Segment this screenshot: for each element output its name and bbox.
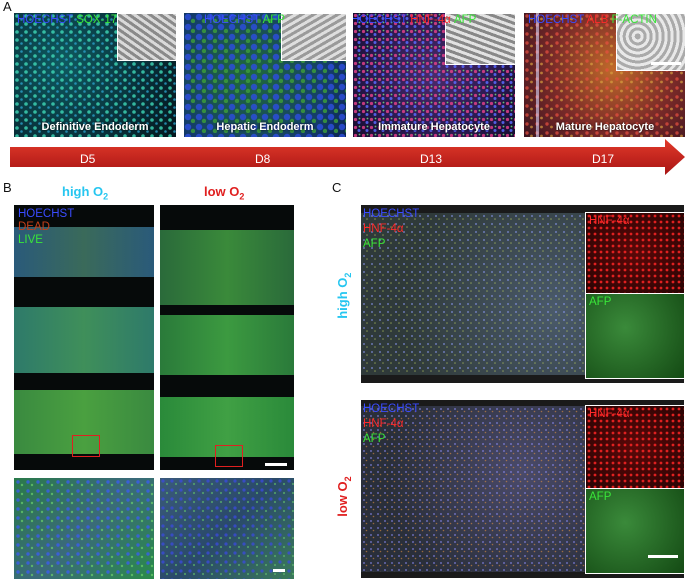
legend-hoechst: HOECHST [363, 208, 420, 220]
scale-bar [651, 62, 681, 65]
channel-segment [160, 315, 294, 375]
low-o2-title: low O2 [204, 184, 245, 202]
legend-hnf: HNF-4α [363, 223, 404, 235]
afp-inset: AFP [585, 293, 684, 379]
legend-hoechst: HOECHST [363, 403, 420, 415]
low-o2-side-label: low O2 [335, 476, 353, 517]
panel-a-letter: A [3, 0, 12, 14]
timeline-d5: D5 [80, 152, 96, 166]
inset-afp-label: AFP [589, 296, 612, 308]
legend-hnf: HNF-4α [363, 418, 404, 430]
cell-dots [160, 478, 294, 579]
low-o2-channel-stain-image: HOECHST HNF-4α AFP HNF-4α AFP [361, 400, 684, 578]
inset-hnf-label: HNF-4α [589, 408, 630, 420]
stain-label-a3: HOECHST HNF-4α AFP [353, 14, 477, 26]
inset-afp-label: AFP [589, 491, 612, 503]
immature-hepatocyte-image: HOECHST HNF-4α AFP Immature Hepatocyte [353, 13, 515, 137]
hepatic-endoderm-image: HOECHST AFP Hepatic Endoderm [184, 13, 346, 137]
channel-segment [14, 307, 154, 373]
scale-bar [648, 555, 678, 558]
stain-label-a2: HOECHST AFP [204, 14, 285, 26]
channel-segment [14, 227, 154, 277]
hnf-dots [586, 213, 684, 293]
low-o2-zoom-image [160, 478, 294, 579]
mature-hepatocyte-image: HOECHST ALB F-ACTIN Mature Hepatocyte [524, 13, 685, 137]
cell-dots [14, 478, 154, 579]
hnf-inset: HNF-4α [585, 212, 684, 294]
high-o2-side-label: high O2 [335, 272, 353, 319]
hnf-inset: HNF-4α [585, 405, 684, 489]
legend-dead: DEAD [18, 221, 50, 233]
hnf-dots [586, 406, 684, 488]
stain-label-a1: HOECHST SOX-17 [17, 14, 118, 26]
sem-inset [281, 13, 346, 61]
timeline-arrow [10, 139, 685, 175]
panel-c-letter: C [332, 180, 342, 195]
high-o2-channel-stain-image: HOECHST HNF-4α AFP HNF-4α AFP [361, 205, 684, 383]
high-o2-zoom-image [14, 478, 154, 579]
legend-afp: AFP [363, 433, 386, 445]
high-o2-channel-image: HOECHST DEAD LIVE [14, 205, 154, 470]
stage-label: Immature Hepatocyte [378, 121, 490, 133]
channel-segment [160, 397, 294, 457]
definitive-endoderm-image: HOECHST SOX-17 Definitive Endoderm [14, 13, 176, 137]
scale-bar [265, 463, 287, 466]
afp-inset: AFP [585, 488, 684, 574]
sem-inset [445, 13, 515, 65]
panel-b-letter: B [3, 180, 12, 195]
stage-label: Definitive Endoderm [41, 121, 149, 133]
stage-label: Mature Hepatocyte [555, 121, 655, 133]
zoom-region-box [215, 445, 243, 467]
sem-inset [616, 13, 685, 71]
high-o2-title: high O2 [62, 184, 109, 202]
timeline-d13: D13 [420, 152, 443, 166]
timeline-d17: D17 [592, 152, 615, 166]
legend-afp: AFP [363, 238, 386, 250]
inset-hnf-label: HNF-4α [589, 215, 630, 227]
legend-live: LIVE [18, 234, 43, 246]
scale-bar [273, 569, 285, 572]
zoom-region-box [72, 435, 100, 457]
legend-hoechst: HOECHST [18, 208, 75, 220]
channel-segment [160, 230, 294, 305]
stage-label: Hepatic Endoderm [216, 121, 314, 133]
stain-label-a4: HOECHST ALB F-ACTIN [528, 14, 657, 26]
sem-inset [117, 13, 176, 61]
timeline-d8: D8 [255, 152, 271, 166]
low-o2-channel-image [160, 205, 294, 470]
channel-segment [14, 390, 154, 454]
